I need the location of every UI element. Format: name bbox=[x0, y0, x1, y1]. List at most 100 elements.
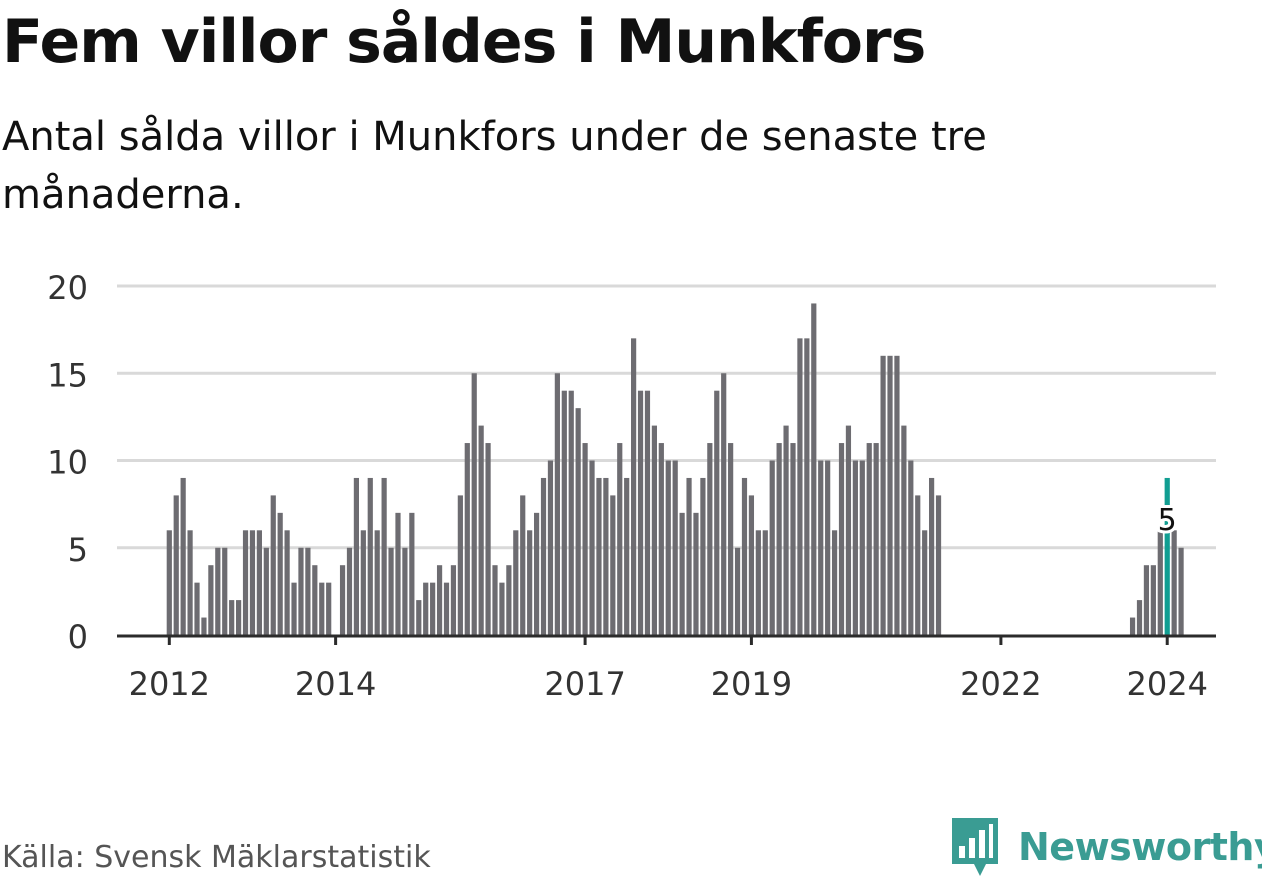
bar bbox=[748, 495, 755, 635]
bar bbox=[866, 443, 872, 635]
bar bbox=[790, 443, 796, 635]
x-tick-label: 2014 bbox=[295, 665, 376, 703]
bar bbox=[409, 512, 415, 635]
newsworthy-logo-icon bbox=[952, 818, 998, 876]
bar bbox=[471, 373, 477, 635]
y-tick-label: 10 bbox=[47, 444, 88, 482]
bar bbox=[935, 495, 942, 635]
bar bbox=[215, 547, 221, 635]
x-tick-label: 2012 bbox=[129, 665, 210, 703]
bar bbox=[637, 390, 644, 635]
bar bbox=[734, 547, 741, 635]
bar bbox=[672, 460, 678, 635]
bar bbox=[166, 530, 172, 635]
bar bbox=[582, 443, 588, 635]
bar bbox=[374, 530, 380, 635]
bar bbox=[533, 512, 540, 635]
bar bbox=[818, 460, 824, 635]
bar bbox=[457, 495, 463, 635]
bar bbox=[603, 477, 609, 635]
bar bbox=[679, 512, 685, 635]
x-tick-label: 2024 bbox=[1127, 665, 1208, 703]
bar bbox=[326, 582, 332, 635]
bar bbox=[236, 600, 242, 635]
bar bbox=[838, 443, 845, 635]
bar bbox=[499, 582, 505, 635]
bar bbox=[783, 425, 789, 635]
bar bbox=[443, 582, 450, 635]
data-labels: 55 bbox=[1155, 500, 1180, 541]
bar bbox=[1129, 617, 1136, 635]
bar bbox=[312, 565, 318, 635]
bar-series bbox=[166, 303, 1184, 635]
bar bbox=[755, 530, 761, 635]
x-tick-label: 2022 bbox=[960, 665, 1041, 703]
bar bbox=[1143, 565, 1150, 635]
bar bbox=[416, 600, 422, 635]
bar bbox=[194, 582, 200, 635]
bar bbox=[721, 373, 727, 635]
bar bbox=[284, 530, 290, 635]
bar bbox=[769, 460, 775, 635]
bar bbox=[1150, 565, 1156, 635]
bar bbox=[353, 477, 360, 635]
bar bbox=[430, 582, 436, 635]
bar bbox=[644, 390, 651, 635]
bar bbox=[908, 460, 914, 635]
chart-subtitle: Antal sålda villor i Munkfors under de s… bbox=[2, 114, 987, 218]
bar bbox=[450, 565, 457, 635]
bar bbox=[1178, 547, 1184, 635]
bar bbox=[894, 355, 900, 635]
bar bbox=[540, 477, 547, 635]
bar bbox=[658, 443, 664, 635]
bar bbox=[298, 547, 304, 635]
bar bbox=[873, 443, 879, 635]
bar bbox=[208, 565, 214, 635]
bar bbox=[880, 355, 886, 635]
bar bbox=[617, 443, 623, 635]
bar bbox=[485, 443, 491, 635]
source-note: Källa: Svensk Mäklarstatistik bbox=[2, 840, 431, 875]
bar bbox=[693, 512, 699, 635]
bar bbox=[915, 495, 921, 635]
bar bbox=[686, 477, 692, 635]
bar bbox=[513, 530, 519, 635]
bar bbox=[589, 460, 595, 635]
bar bbox=[901, 425, 907, 635]
bar bbox=[222, 547, 228, 635]
newsworthy-logo[interactable]: Newsworthy bbox=[950, 816, 1262, 878]
bar bbox=[492, 565, 498, 635]
bar-highlight bbox=[1164, 477, 1170, 635]
bar bbox=[520, 495, 526, 635]
bar bbox=[714, 390, 720, 635]
bar bbox=[596, 477, 602, 635]
bar bbox=[554, 373, 560, 635]
bar bbox=[291, 582, 297, 635]
bar bbox=[173, 495, 179, 635]
bar bbox=[395, 512, 401, 635]
bar bbox=[728, 443, 734, 635]
bar bbox=[229, 600, 235, 635]
bar bbox=[762, 530, 768, 635]
bar bbox=[201, 617, 207, 635]
bar bbox=[346, 547, 353, 635]
bar bbox=[741, 477, 748, 635]
bar bbox=[277, 512, 283, 635]
bar bbox=[256, 530, 262, 635]
y-tick-label: 0 bbox=[68, 618, 88, 656]
bar bbox=[831, 530, 838, 635]
bar bbox=[360, 530, 366, 635]
bar bbox=[506, 565, 512, 635]
x-tick-label: 2017 bbox=[544, 665, 625, 703]
y-tick-label: 20 bbox=[47, 269, 88, 307]
bar bbox=[242, 530, 249, 635]
bar bbox=[624, 477, 630, 635]
y-tick-label: 15 bbox=[47, 356, 88, 394]
highlight-value-label: 5 bbox=[1158, 503, 1177, 538]
bar bbox=[887, 355, 893, 635]
bar bbox=[381, 477, 387, 635]
bar bbox=[651, 425, 657, 635]
bar bbox=[825, 460, 831, 635]
bar bbox=[797, 338, 803, 635]
bar bbox=[180, 477, 186, 635]
